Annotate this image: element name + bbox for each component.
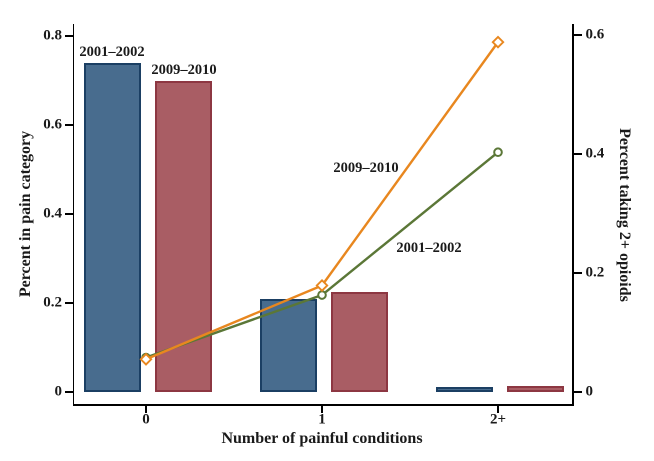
y-axis-right-tick-label: 0.2 [585, 264, 605, 281]
series-label-line-series-2009-2010: 2009–2010 [333, 159, 399, 176]
x-axis-tick-label: 1 [318, 411, 326, 428]
y-axis-left-tick-label: 0 [54, 383, 63, 400]
diamond-marker [491, 35, 505, 49]
series-label-line-series-2001-2002: 2001–2002 [396, 239, 462, 256]
x-axis-title: Number of painful conditions [221, 430, 423, 447]
y-axis-right-tick [573, 153, 582, 155]
y-axis-left-tick-label: 0.2 [43, 294, 62, 311]
x-axis-tick-label: 2+ [489, 411, 507, 428]
x-axis-line [72, 404, 574, 406]
x-axis-tick-label: 0 [142, 411, 150, 428]
bar-series-2001-2002-category-0 [84, 62, 141, 392]
bar-series-2001-2002-category-2+ [436, 386, 493, 392]
y-axis-right-tick-label: 0.4 [585, 145, 605, 162]
y-axis-left-tick-label: 0.8 [43, 27, 62, 44]
bar-series-2009-2010-category-1 [331, 292, 388, 392]
y-axis-right-tick-label: 0.6 [585, 26, 605, 43]
y-axis-left-tick [64, 302, 73, 304]
x-axis-tick [321, 405, 323, 413]
y-axis-right-tick [573, 272, 582, 274]
diamond-marker [315, 278, 329, 293]
y-axis-left-tick [64, 213, 73, 215]
y-axis-right-title: Percent taking 2+ opioids [616, 128, 633, 302]
circle-marker [493, 147, 503, 158]
y-axis-left-tick-label: 0.4 [43, 205, 62, 222]
bar-series-2001-2002-category-1 [260, 299, 317, 392]
y-axis-left-tick [64, 124, 73, 126]
series-label-bar-series-2001-2002-category-0: 2001–2002 [79, 43, 145, 60]
diamond-marker [139, 352, 153, 366]
circle-marker [141, 352, 151, 363]
x-axis-tick [497, 405, 499, 413]
y-axis-left-line [72, 24, 74, 404]
bar-series-2009-2010-category-2+ [507, 386, 564, 392]
circle-marker [317, 290, 327, 300]
series-label-bar-series-2009-2010-category-0: 2009–2010 [151, 61, 217, 78]
y-axis-right-line [572, 24, 574, 404]
y-axis-right-tick-label: 0 [585, 383, 594, 400]
y-axis-right-tick [573, 34, 582, 36]
bar-series-2009-2010-category-0 [155, 80, 212, 392]
y-axis-left-tick-label: 0.6 [43, 116, 62, 133]
y-axis-left-tick [64, 35, 73, 37]
y-axis-left-tick [64, 391, 73, 393]
y-axis-right-tick [573, 391, 582, 393]
x-axis-tick [145, 405, 147, 413]
